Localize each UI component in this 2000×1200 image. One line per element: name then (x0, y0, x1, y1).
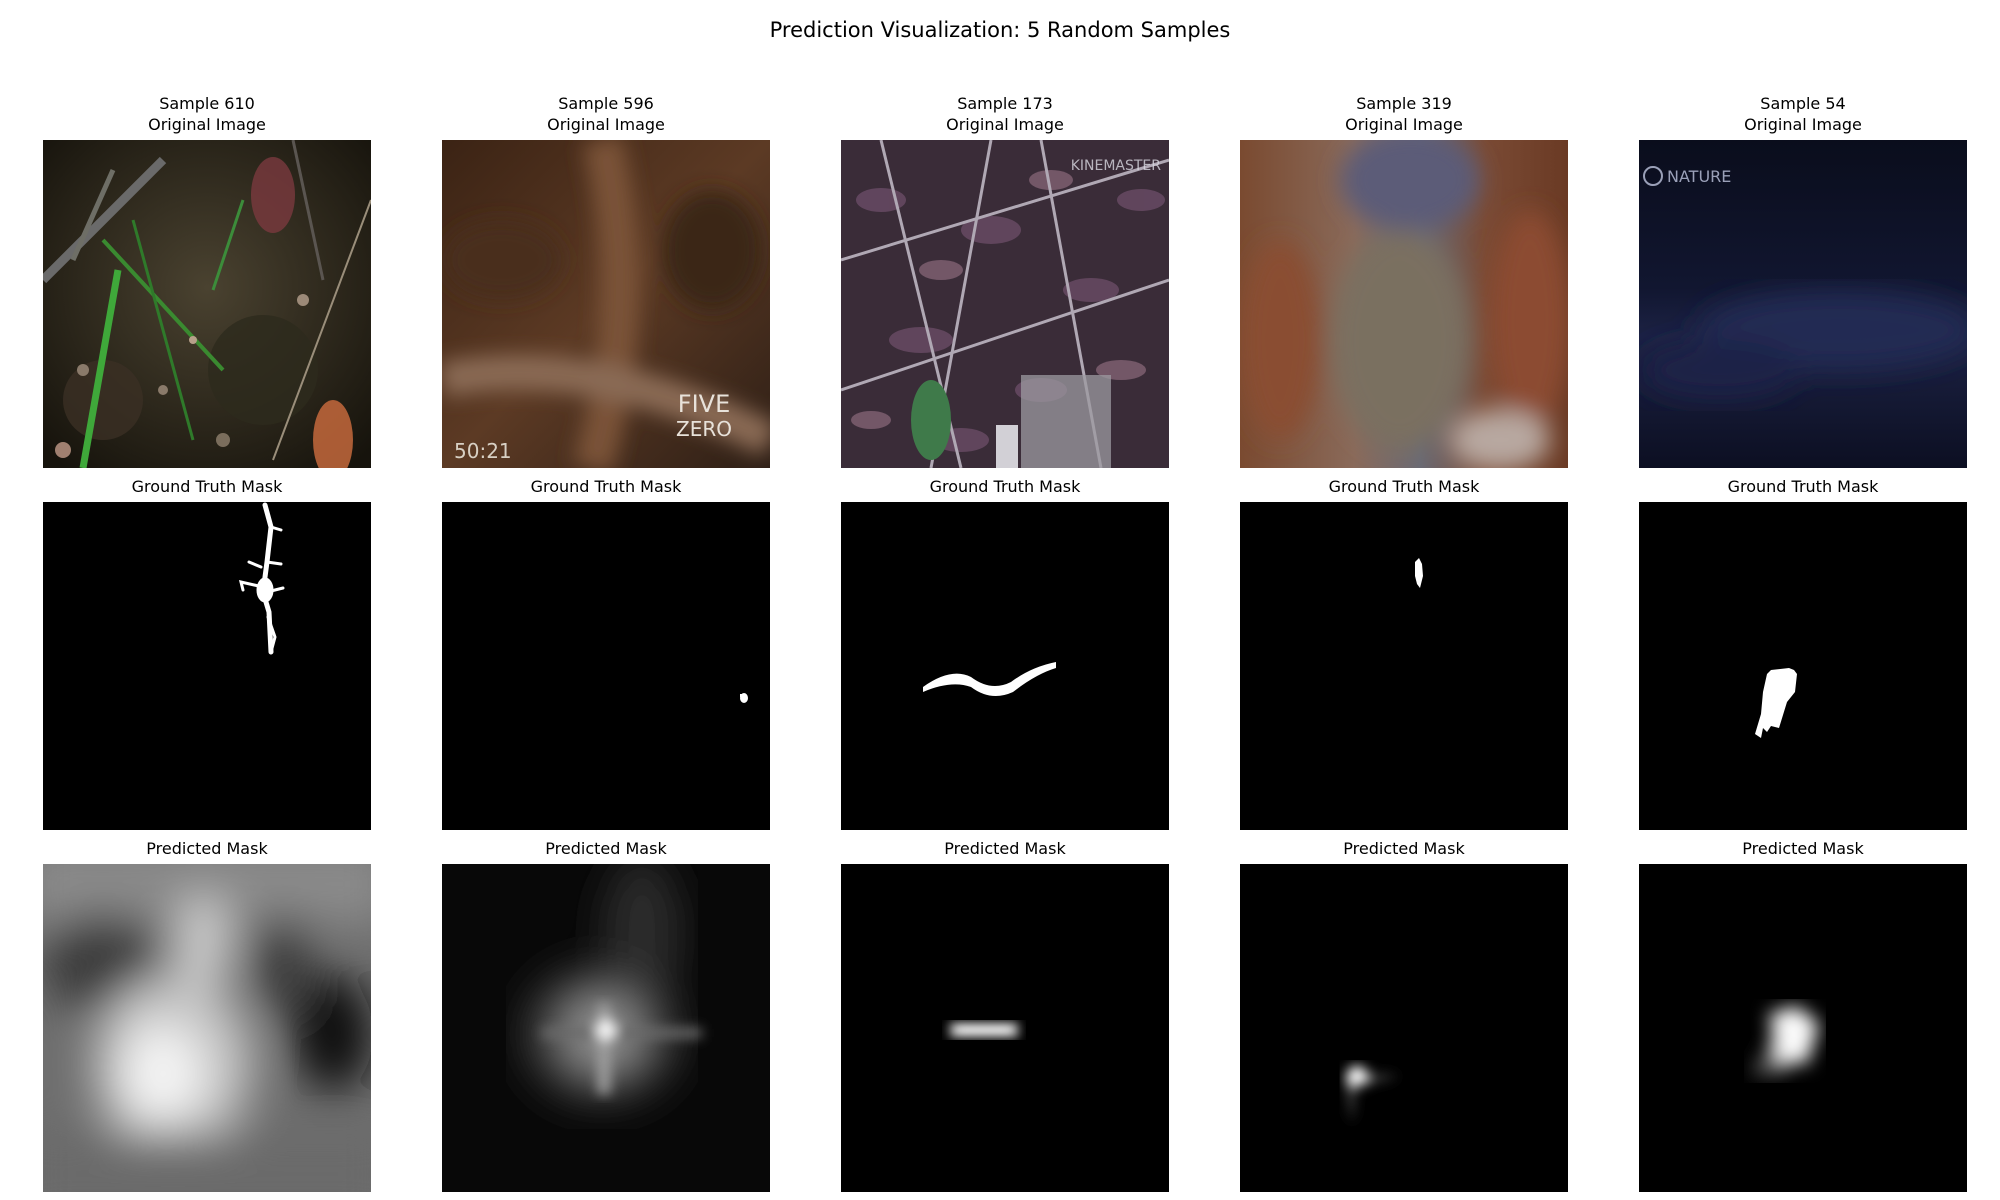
panel-title-predicted: Predicted Mask (545, 839, 667, 858)
original-image: KINEMASTER (841, 140, 1169, 468)
heatmap-shape (43, 864, 371, 1192)
predicted-mask (442, 864, 770, 1192)
original-image (1240, 140, 1568, 468)
sample-title: Sample 319 (1356, 94, 1452, 113)
ground-truth-mask (1240, 502, 1568, 830)
mask-shape (43, 502, 371, 830)
ground-truth-mask (442, 502, 770, 830)
sample-title: Sample 596 (558, 94, 654, 113)
heatmap-shape (841, 864, 1169, 1192)
sample-title: Sample 173 (957, 94, 1053, 113)
mask-shape (1240, 502, 1568, 830)
panel-title-original: Original Image (1744, 115, 1862, 134)
panel-title-predicted: Predicted Mask (1742, 839, 1864, 858)
heatmap-shape (442, 864, 770, 1192)
predicted-mask (841, 864, 1169, 1192)
predicted-mask (1639, 864, 1967, 1192)
sample-title: Sample 54 (1760, 94, 1846, 113)
watermark-kinemaster: KINEMASTER (1071, 158, 1162, 174)
panel-title-original: Original Image (547, 115, 665, 134)
mask-shape (442, 502, 770, 830)
panel-title-ground-truth: Ground Truth Mask (1328, 477, 1480, 496)
timestamp-overlay: 50:21 (454, 439, 512, 463)
sample-title: Sample 610 (159, 94, 255, 113)
dirt-ground-image: FIVE ZERO 50:21 (442, 140, 770, 468)
watermark-five: FIVE (678, 390, 730, 418)
panel-title-ground-truth: Ground Truth Mask (929, 477, 1081, 496)
heatmap-shape (1639, 864, 1967, 1192)
watermark-nature: NATURE (1667, 167, 1731, 186)
panel-title-ground-truth: Ground Truth Mask (530, 477, 682, 496)
leaf-litter-image: KINEMASTER (841, 140, 1169, 468)
original-image: FIVE ZERO 50:21 (442, 140, 770, 468)
panel-title-predicted: Predicted Mask (944, 839, 1066, 858)
mask-shape (1639, 502, 1967, 830)
panel-title-predicted: Predicted Mask (1343, 839, 1465, 858)
panel-title-original: Original Image (148, 115, 266, 134)
watermark-zero: ZERO (676, 417, 732, 441)
predicted-mask (1240, 864, 1568, 1192)
heatmap-shape (1240, 864, 1568, 1192)
original-image: NATURE (1639, 140, 1967, 468)
predicted-mask (43, 864, 371, 1192)
figure-title: Prediction Visualization: 5 Random Sampl… (769, 18, 1231, 42)
panel-title-original: Original Image (946, 115, 1064, 134)
ground-truth-mask (43, 502, 371, 830)
dark-night-image: NATURE (1639, 140, 1967, 468)
rock-soil-image (1240, 140, 1568, 468)
panel-title-ground-truth: Ground Truth Mask (1727, 477, 1879, 496)
forest-floor-image (43, 140, 371, 468)
panel-title-original: Original Image (1345, 115, 1463, 134)
ground-truth-mask (1639, 502, 1967, 830)
original-image (43, 140, 371, 468)
nature-logo-icon (1643, 166, 1663, 186)
ground-truth-mask (841, 502, 1169, 830)
mask-shape (841, 502, 1169, 830)
panel-title-predicted: Predicted Mask (146, 839, 268, 858)
panel-title-ground-truth: Ground Truth Mask (131, 477, 283, 496)
